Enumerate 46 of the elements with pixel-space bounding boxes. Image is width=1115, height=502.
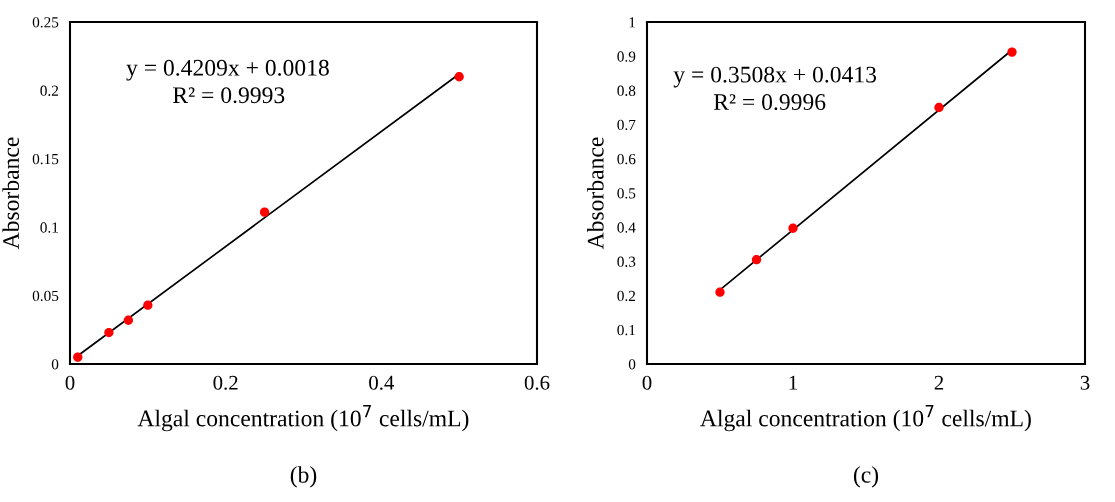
x-tick-label: 0.6 — [524, 375, 550, 390]
point — [934, 102, 944, 113]
y-tick-label: 0.9 — [617, 51, 636, 62]
x-axis-title: Algal concentration (10$^{7}$ cells/mL) — [137, 405, 469, 432]
y-tick-label: 0.2 — [40, 85, 59, 96]
y-tick-label: 0.5 — [617, 188, 636, 199]
x-tick-label: 0 — [642, 375, 652, 390]
x-tick-label: 2 — [934, 375, 944, 390]
x-tick-label: 0.2 — [213, 375, 238, 390]
y-tick-label: 0 — [628, 359, 636, 370]
point — [454, 72, 464, 82]
point — [123, 315, 134, 325]
annotation: R² = 0.9993 — [173, 87, 285, 104]
point — [259, 207, 270, 217]
point — [788, 223, 798, 233]
point — [104, 327, 114, 338]
y-tick-label: 0.7 — [617, 119, 636, 131]
text: (b) — [290, 466, 317, 488]
y-tick-label: 0.4 — [617, 222, 636, 233]
annotation: y = 0.3508x + 0.0413 — [673, 66, 877, 88]
x-tick-label: 0.4 — [369, 375, 395, 390]
point — [751, 255, 762, 265]
y-tick-label: 0.3 — [617, 256, 636, 267]
point — [715, 287, 725, 297]
y-axis-title: Absorbance — [2, 137, 20, 250]
y-tick-label: 0.6 — [617, 153, 636, 165]
y-tick-label: 0.8 — [617, 85, 636, 96]
point — [143, 300, 153, 310]
point — [73, 352, 83, 362]
annotation: R² = 0.9996 — [713, 94, 826, 111]
y-tick-label: 0.1 — [40, 222, 58, 233]
y-tick-label: 0 — [51, 359, 59, 370]
y-tick-label: 0.15 — [32, 153, 59, 165]
y-tick-label: 0.05 — [32, 290, 59, 302]
y-tick-label: 1 — [629, 17, 635, 28]
annotation: y = 0.4209x + 0.0018 — [126, 59, 329, 81]
y-tick-label: 0.25 — [32, 17, 59, 28]
x-tick-label: 0 — [65, 375, 75, 390]
x-tick-label: 1 — [789, 375, 797, 390]
x-tick-label: 3 — [1080, 375, 1090, 390]
y-tick-label: 0.2 — [617, 290, 636, 302]
x-axis-title: Algal concentration (10$^{7}$ cells/mL) — [700, 405, 1031, 432]
y-axis-title: Absorbance — [587, 137, 604, 250]
text: (c) — [853, 466, 879, 488]
point — [1007, 47, 1017, 57]
y-tick-label: 0.1 — [617, 324, 635, 336]
